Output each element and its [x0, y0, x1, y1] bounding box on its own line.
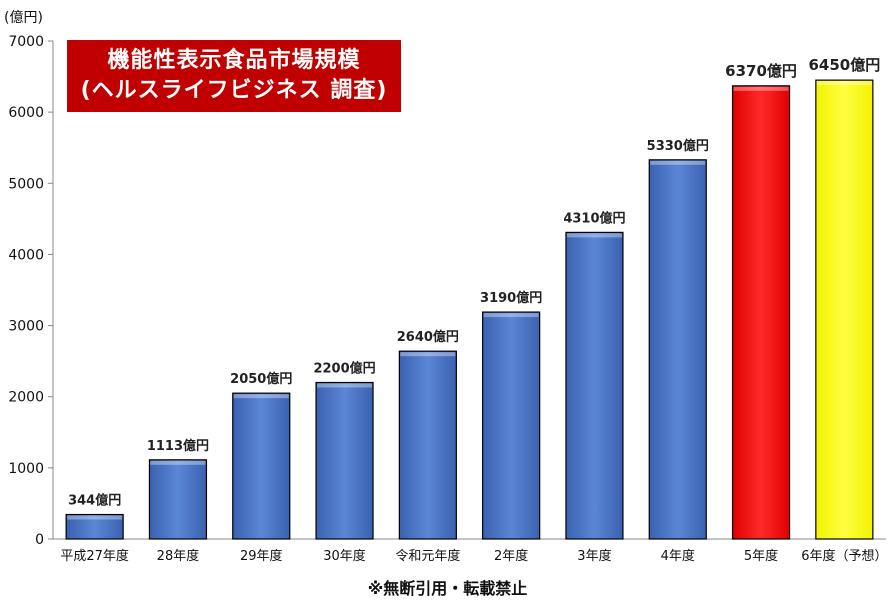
category-label: 平成27年度	[60, 548, 129, 564]
bar	[148, 459, 208, 540]
bar	[65, 513, 124, 540]
bars: 344億円 1113億円 2050億円 2200億円 2640億円 3190億円 4310億…	[65, 56, 880, 540]
y-tick-label: 4000	[8, 247, 44, 263]
bar	[398, 350, 457, 540]
y-tick-label: 6000	[8, 105, 44, 121]
bar-bevel	[150, 460, 206, 465]
bar	[731, 85, 791, 540]
data-label: 4310億円	[563, 210, 625, 226]
bar-bevel	[400, 352, 456, 357]
chart-subtitle: (ヘルスライフビジネス 調査)	[80, 78, 388, 103]
category-label: 6年度（予想）	[801, 548, 887, 564]
bar-bevel	[650, 160, 706, 165]
y-tick-label: 2000	[8, 390, 44, 406]
y-tick-label: 5000	[8, 176, 44, 192]
bar-bevel	[67, 515, 123, 520]
bar-bevel	[483, 313, 539, 318]
y-axis-unit-label: (億円)	[4, 10, 43, 26]
category-label: 30年度	[323, 548, 366, 564]
footer-note: ※無断引用・転載禁止	[367, 579, 528, 598]
data-label: 344億円	[68, 493, 121, 509]
chart-title-box: 機能性表示食品市場規模 (ヘルスライフビジネス 調査)	[67, 40, 401, 112]
data-label: 1113億円	[147, 438, 209, 454]
bar	[815, 79, 874, 540]
bar-bevel	[317, 383, 373, 388]
y-tick-label: 0	[35, 532, 44, 548]
y-tick-label: 3000	[8, 319, 44, 335]
data-label: 2200億円	[313, 360, 375, 376]
category-label: 28年度	[157, 548, 200, 564]
y-tick-label: 1000	[8, 461, 44, 477]
bar-bevel	[566, 233, 622, 238]
bar	[315, 381, 374, 540]
data-label: 6450億円	[808, 56, 880, 74]
category-label: 3年度	[577, 548, 611, 564]
bar	[482, 311, 541, 540]
data-label: 3190億円	[480, 290, 542, 306]
y-tick-label: 7000	[8, 34, 44, 50]
bar-bevel	[733, 86, 789, 91]
data-label: 6370億円	[725, 62, 797, 80]
bar-bevel	[233, 394, 289, 399]
chart-title: 機能性表示食品市場規模	[107, 48, 361, 73]
bar	[232, 392, 291, 540]
data-label: 2640億円	[397, 329, 459, 345]
bar-bevel	[816, 81, 872, 86]
category-label: 2年度	[494, 548, 528, 564]
category-label: 5年度	[744, 548, 778, 564]
category-label: 令和元年度	[395, 548, 460, 564]
bar	[648, 159, 707, 540]
y-axis: 0 1000 2000 3000 4000 5000 6000 7000	[8, 34, 886, 548]
data-label: 2050億円	[230, 371, 292, 387]
bar	[565, 231, 624, 540]
category-label: 29年度	[240, 548, 283, 564]
data-label: 5330億円	[647, 138, 709, 154]
category-labels: 平成27年度 28年度 29年度 30年度 令和元年度 2年度 3年度 4年度 5年度 6年度（予…	[60, 548, 887, 564]
category-label: 4年度	[661, 548, 695, 564]
